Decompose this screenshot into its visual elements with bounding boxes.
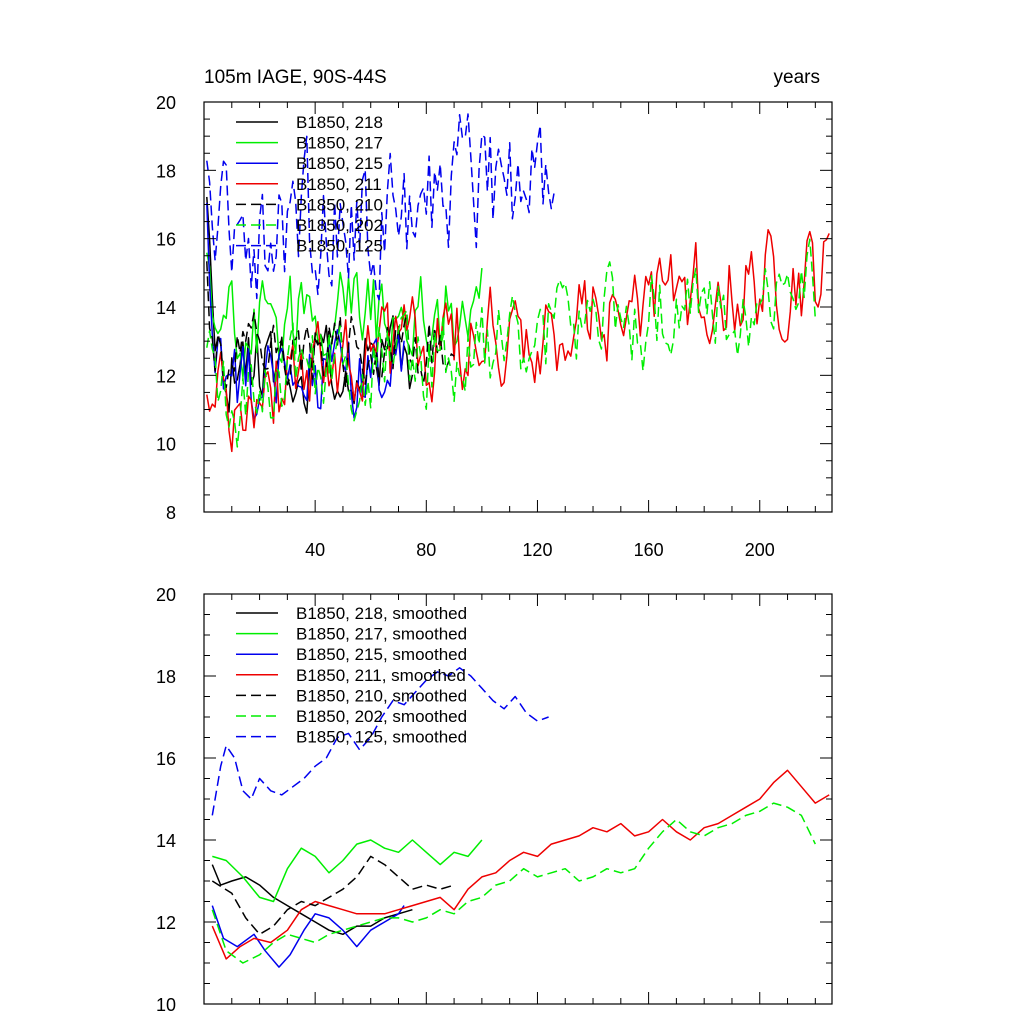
legend-label: B1850, 210 — [296, 195, 383, 214]
y-tick-label: 16 — [156, 230, 176, 250]
legend-label: B1850, 211 — [296, 175, 382, 194]
bottom-panel: 10 12 14 16 18 20 B1850, 218, smoothed B1850, 2… — [156, 585, 833, 1015]
y-tick-label: 20 — [156, 93, 176, 113]
y-tick-label: 12 — [156, 366, 176, 386]
x-tick-label: 200 — [745, 540, 775, 560]
legend-label: B1850, 215, smoothed — [296, 645, 467, 664]
x-tick-label: 160 — [634, 540, 664, 560]
y-tick-label: 18 — [156, 161, 176, 181]
legend-label: B1850, 202, smoothed — [296, 707, 467, 726]
y-tick-label: 10 — [156, 435, 176, 455]
series-line-top-1 — [206, 252, 483, 378]
top-title-right: years — [774, 67, 820, 88]
legend-label: B1850, 218 — [296, 113, 383, 132]
series-line-top-5 — [206, 238, 817, 448]
x-tick-label: 80 — [416, 540, 436, 560]
y-tick-label: 20 — [156, 585, 176, 605]
legend-label: B1850, 125 — [296, 237, 383, 256]
top-panel: 105m IAGE, 90S-44S years 8 10 12 14 16 18 20 40… — [156, 67, 833, 560]
y-tick-label: 8 — [166, 503, 176, 523]
series-line-bottom-5 — [211, 802, 816, 964]
y-tick-label: 16 — [156, 749, 176, 769]
legend-label: B1850, 217 — [296, 134, 383, 153]
legend-label: B1850, 125, smoothed — [296, 728, 467, 747]
legend-label: B1850, 211, smoothed — [296, 666, 466, 685]
y-tick-label: 18 — [156, 667, 176, 687]
series-line-top-2 — [206, 202, 405, 420]
series-line-bottom-0 — [211, 864, 413, 936]
series-line-bottom-1 — [212, 839, 483, 903]
series-line-bottom-3 — [211, 769, 830, 960]
y-tick-label: 14 — [156, 831, 176, 851]
series-line-bottom-6 — [211, 667, 549, 816]
y-tick-label: 10 — [156, 995, 176, 1015]
y-tick-label: 12 — [156, 913, 176, 933]
x-tick-label: 40 — [305, 540, 325, 560]
y-tick-label: 14 — [156, 298, 176, 318]
series-line-bottom-4 — [211, 855, 455, 936]
legend-label: B1850, 218, smoothed — [296, 604, 467, 623]
top-title-left: 105m IAGE, 90S-44S — [204, 67, 387, 88]
series-line-top-4 — [206, 261, 455, 389]
legend-label: B1850, 210, smoothed — [296, 686, 467, 705]
legend-label: B1850, 217, smoothed — [296, 625, 467, 644]
legend-label: B1850, 202 — [296, 216, 383, 235]
series-line-top-3 — [206, 229, 830, 453]
series-line-top-6 — [206, 113, 555, 301]
series-line-bottom-2 — [211, 905, 405, 968]
x-tick-label: 120 — [522, 540, 552, 560]
legend-label: B1850, 215 — [296, 154, 383, 173]
